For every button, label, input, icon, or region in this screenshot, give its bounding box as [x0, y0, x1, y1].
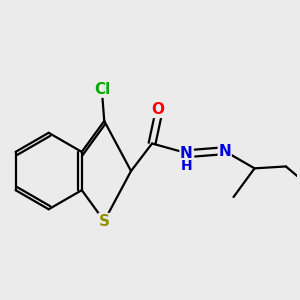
Text: O: O [151, 102, 164, 117]
Text: N: N [218, 144, 231, 159]
Text: N: N [180, 146, 193, 160]
Text: H: H [181, 159, 192, 173]
Text: Cl: Cl [94, 82, 110, 97]
Text: S: S [99, 214, 110, 229]
